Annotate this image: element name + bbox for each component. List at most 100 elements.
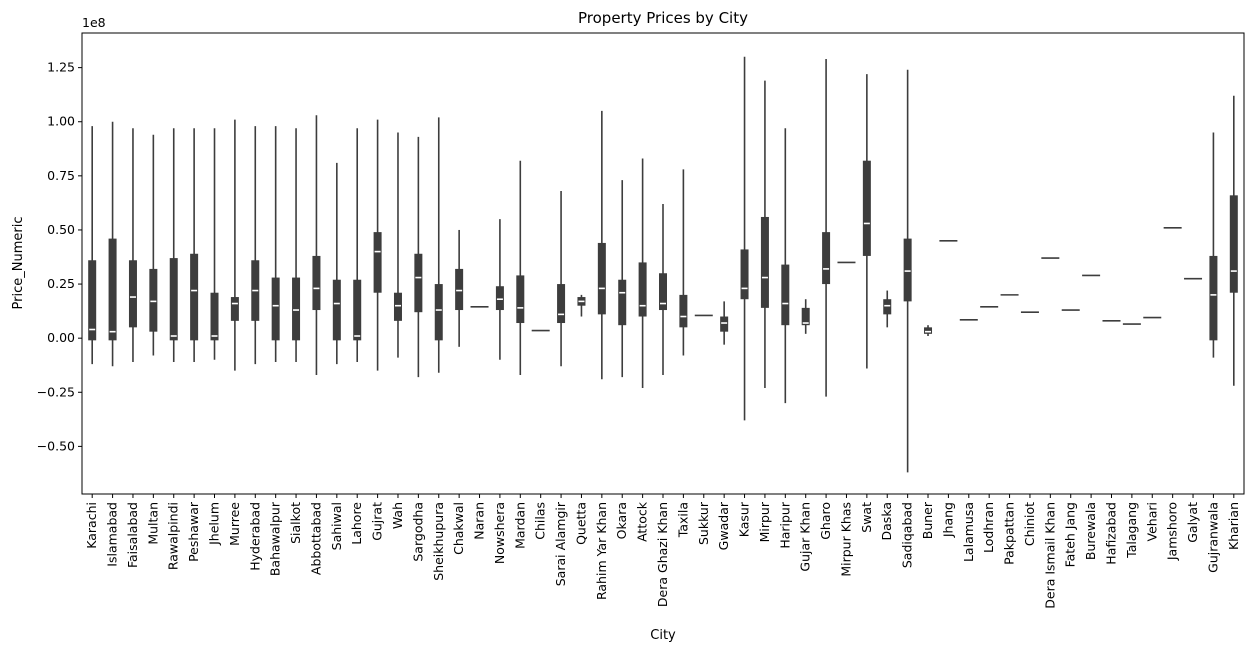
y-axis-ticks: −0.50 −0.25 0.00 0.25 0.50 0.75 1.00 1.25 bbox=[37, 60, 82, 453]
iqr-box bbox=[455, 268, 464, 311]
violin-peshawar bbox=[190, 128, 199, 362]
y-tick-label: −0.25 bbox=[37, 384, 75, 399]
x-tick-label: Sialkot bbox=[288, 502, 303, 544]
violin-nowshera bbox=[495, 219, 504, 360]
y-tick-label: 1.25 bbox=[47, 60, 75, 75]
violin-lahore bbox=[353, 128, 362, 362]
x-tick-label: Taxila bbox=[675, 502, 690, 538]
x-tick-label: Sarai Alamgir bbox=[553, 501, 568, 586]
violin-sheikhupura bbox=[434, 117, 443, 373]
x-tick-label: Lodhran bbox=[981, 502, 996, 553]
violin-karachi bbox=[88, 126, 97, 365]
x-tick-label: Mirpur bbox=[757, 501, 772, 542]
x-tick-label: Pakpattan bbox=[1002, 502, 1017, 565]
x-tick-label: Daska bbox=[879, 502, 894, 540]
iqr-box bbox=[597, 242, 606, 315]
violin-abbottabad bbox=[312, 115, 321, 375]
x-tick-label: Karachi bbox=[84, 502, 99, 549]
chart-title: Property Prices by City bbox=[578, 9, 748, 27]
x-tick-label: Nowshera bbox=[492, 502, 507, 564]
x-tick-label: Gujar Khan bbox=[798, 502, 813, 572]
violin-dera-ghazi-khan bbox=[659, 203, 667, 375]
x-tick-label: Hafizabad bbox=[1103, 502, 1118, 565]
x-tick-label: Islamabad bbox=[105, 502, 120, 567]
x-tick-label: Quetta bbox=[573, 502, 588, 545]
x-tick-label: Rawalpindi bbox=[166, 502, 181, 570]
violin-sahiwal bbox=[332, 162, 341, 365]
iqr-box bbox=[760, 216, 769, 308]
violin-daska bbox=[883, 290, 892, 328]
x-tick-label: Chiniot bbox=[1022, 502, 1037, 546]
violin-sargodha bbox=[414, 136, 423, 378]
x-tick-label: Mirpur Khas bbox=[838, 502, 853, 577]
x-tick-label: Gujranwala bbox=[1205, 502, 1220, 573]
x-tick-label: Jhelum bbox=[207, 502, 222, 546]
iqr-box bbox=[822, 232, 831, 285]
x-tick-label: Bahawalpur bbox=[268, 501, 283, 576]
x-tick-label: Dera Ismail Khan bbox=[1042, 502, 1057, 609]
x-tick-label: Gujrat bbox=[370, 502, 385, 541]
iqr-box bbox=[740, 249, 749, 300]
y-tick-label: −0.50 bbox=[37, 438, 75, 453]
iqr-box bbox=[495, 286, 504, 311]
violin-buner bbox=[924, 325, 933, 337]
iqr-box bbox=[903, 238, 912, 302]
x-tick-label: Murree bbox=[227, 502, 242, 546]
iqr-box bbox=[781, 264, 790, 326]
iqr-box bbox=[210, 292, 219, 341]
iqr-box bbox=[557, 284, 566, 324]
violin-mardan bbox=[516, 160, 525, 375]
x-tick-label: Naran bbox=[472, 502, 487, 540]
y-tick-label: 0.25 bbox=[47, 276, 75, 291]
x-tick-label: Wah bbox=[390, 502, 405, 529]
x-tick-label: Faisalabad bbox=[125, 502, 140, 568]
x-axis-label: City bbox=[650, 628, 676, 643]
y-axis-label: Price_Numeric bbox=[11, 217, 26, 310]
iqr-box bbox=[149, 268, 158, 332]
iqr-box bbox=[1229, 195, 1238, 293]
x-tick-label: Haripur bbox=[777, 501, 792, 549]
violin-quetta bbox=[577, 294, 586, 317]
violin-hyderabad bbox=[251, 126, 260, 365]
violin-gujar-khan bbox=[801, 299, 810, 334]
x-tick-label: Jhang bbox=[940, 502, 955, 538]
y-tick-label: 0.50 bbox=[47, 222, 75, 237]
x-tick-label: Buner bbox=[920, 501, 935, 539]
x-tick-label: Hyderabad bbox=[247, 502, 262, 571]
y-tick-label: 0.75 bbox=[47, 168, 75, 183]
iqr-box bbox=[373, 232, 382, 293]
iqr-box bbox=[720, 316, 729, 332]
iqr-box bbox=[659, 273, 667, 311]
violin-jhelum bbox=[210, 128, 219, 360]
iqr-box bbox=[862, 160, 871, 256]
y-tick-label: 1.00 bbox=[47, 114, 75, 129]
violin-series bbox=[88, 56, 1238, 473]
y-tick-label: 0.00 bbox=[47, 330, 75, 345]
x-tick-label: Vehari bbox=[1144, 502, 1159, 541]
violin-faisalabad bbox=[128, 128, 137, 362]
iqr-box bbox=[883, 299, 892, 315]
violin-kharian bbox=[1229, 95, 1238, 386]
violin-multan bbox=[149, 134, 158, 356]
violin-islamabad bbox=[108, 121, 117, 367]
x-tick-label: Sheikhupura bbox=[431, 502, 446, 581]
iqr-box bbox=[332, 279, 341, 341]
violin-haripur bbox=[781, 128, 790, 404]
x-tick-label: Fateh Jang bbox=[1063, 502, 1078, 567]
iqr-box bbox=[638, 262, 647, 317]
x-tick-label: Chilas bbox=[533, 502, 548, 540]
x-tick-label: Dera Ghazi Khan bbox=[655, 502, 670, 607]
violin-rawalpindi bbox=[169, 128, 178, 362]
x-tick-label: Chakwal bbox=[451, 502, 466, 555]
iqr-box bbox=[108, 238, 117, 341]
violin-murree bbox=[230, 119, 239, 371]
iqr-box bbox=[353, 279, 362, 341]
iqr-box bbox=[414, 253, 423, 313]
violin-gharo bbox=[822, 58, 831, 397]
violin-bahawalpur bbox=[271, 126, 280, 362]
x-tick-label: Multan bbox=[145, 502, 160, 545]
iqr-box bbox=[679, 294, 688, 328]
violin-sialkot bbox=[292, 128, 301, 362]
x-tick-label: Lahore bbox=[349, 502, 364, 545]
iqr-box bbox=[230, 297, 239, 321]
